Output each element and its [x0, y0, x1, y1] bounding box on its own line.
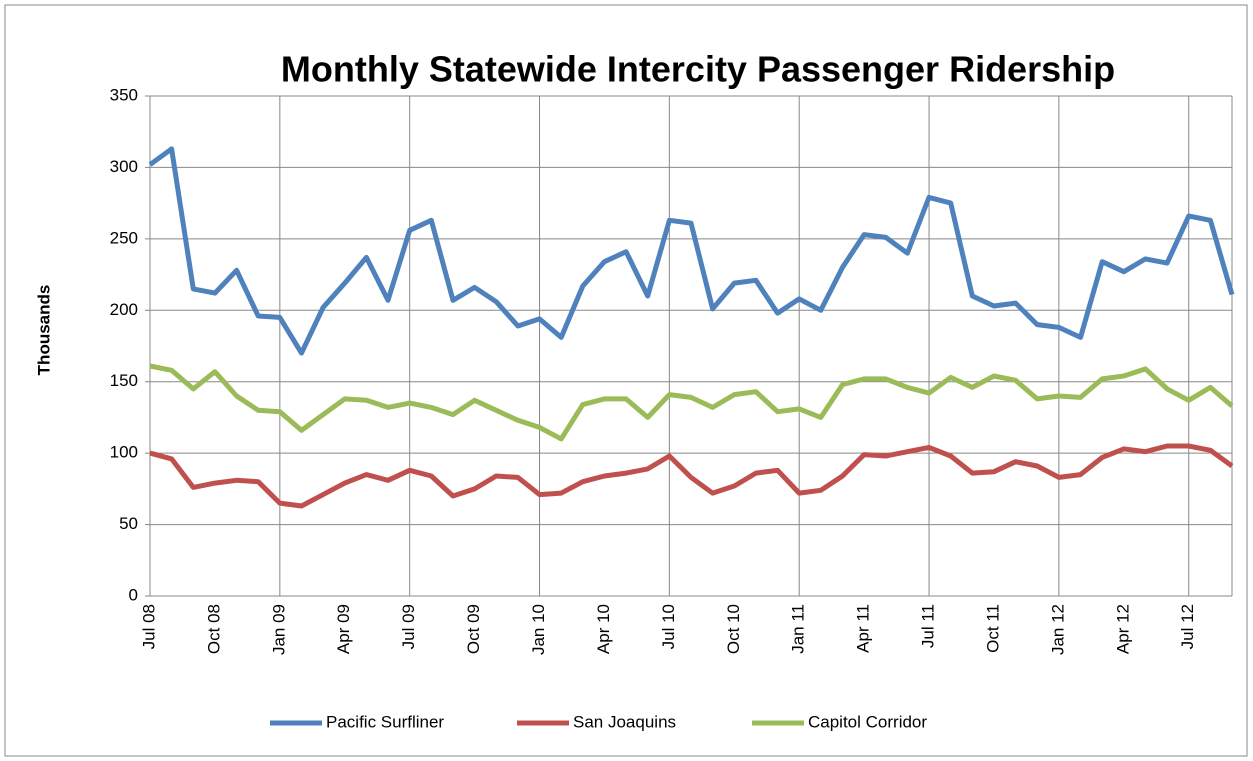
- chart-title: Monthly Statewide Intercity Passenger Ri…: [281, 49, 1115, 90]
- x-tick-label: Jul 12: [1178, 604, 1197, 649]
- legend-label: Capitol Corridor: [808, 712, 927, 731]
- x-tick-label: Apr 09: [334, 604, 353, 654]
- x-tick-label: Jul 11: [919, 604, 938, 648]
- x-tick-label: Oct 10: [724, 604, 743, 654]
- x-tick-label: Jan 12: [1048, 604, 1067, 655]
- x-tick-label: Apr 11: [854, 604, 873, 653]
- chart-border: [4, 4, 1248, 757]
- y-tick-label: 150: [110, 371, 138, 390]
- x-tick-label: Jan 11: [789, 604, 808, 654]
- series-line: [149, 363, 1234, 442]
- series-line: [149, 443, 1234, 509]
- x-tick-label: Jan 10: [529, 604, 548, 655]
- y-tick-label: 250: [110, 228, 138, 247]
- legend-label: Pacific Surfliner: [326, 712, 444, 731]
- x-tick-label: Apr 10: [594, 604, 613, 654]
- x-tick-label: Oct 09: [464, 604, 483, 654]
- x-tick-label: Jul 10: [659, 604, 678, 649]
- x-tick-label: Jan 09: [269, 604, 288, 655]
- x-tick-label: Apr 12: [1113, 604, 1132, 654]
- x-tick-label: Jul 09: [399, 604, 418, 649]
- y-tick-label: 300: [110, 157, 138, 176]
- y-tick-label: 0: [129, 585, 138, 604]
- series-line: [148, 146, 1235, 356]
- legend-label: San Joaquins: [573, 712, 676, 731]
- y-tick-label: 100: [110, 443, 138, 462]
- y-tick-label: 50: [119, 514, 138, 533]
- x-tick-label: Oct 11: [983, 604, 1002, 653]
- y-tick-label: 200: [110, 300, 138, 319]
- x-tick-label: Jul 08: [139, 604, 158, 649]
- y-tick-label: 350: [110, 85, 138, 104]
- y-axis-label: Thousands: [34, 285, 53, 376]
- x-tick-label: Oct 08: [204, 604, 223, 654]
